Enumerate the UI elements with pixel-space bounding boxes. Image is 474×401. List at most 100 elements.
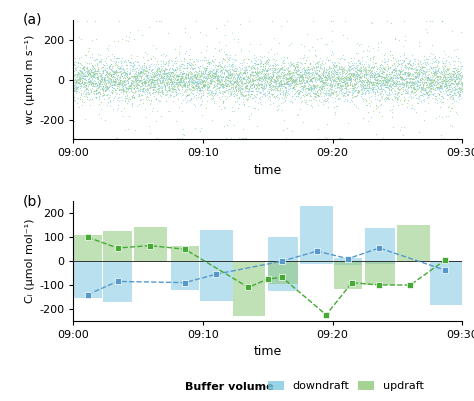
Point	[411, 80, 419, 86]
Point	[125, 85, 132, 91]
Point	[357, 69, 365, 75]
Point	[301, 74, 309, 80]
Point	[390, 80, 398, 87]
Point	[182, 28, 189, 35]
Point	[219, 91, 227, 97]
Point	[165, 85, 173, 91]
Point	[154, 75, 161, 81]
Point	[198, 101, 205, 107]
Point	[114, 63, 121, 69]
Point	[366, 57, 374, 63]
Point	[396, 66, 403, 73]
Point	[438, 83, 445, 89]
Point	[455, 73, 462, 79]
Point	[196, 28, 203, 35]
Point	[81, 79, 89, 86]
Point	[339, 79, 347, 85]
Point	[270, 79, 278, 86]
Point	[256, 81, 264, 87]
Point	[379, 69, 387, 75]
Point	[362, 72, 370, 78]
Point	[206, 59, 214, 65]
Point	[204, 85, 212, 91]
Point	[316, 74, 324, 80]
Point	[200, 78, 208, 84]
Point	[392, 74, 399, 80]
Point	[249, 95, 257, 101]
Point	[457, 76, 465, 82]
Point	[85, 90, 92, 97]
Point	[210, 95, 217, 101]
Point	[78, 67, 85, 74]
Point	[381, 52, 388, 58]
Point	[205, 61, 212, 67]
Point	[328, 28, 336, 34]
Point	[302, 85, 310, 91]
Point	[153, 71, 160, 78]
Point	[185, 75, 192, 82]
Point	[408, 82, 416, 88]
Point	[155, 71, 163, 77]
Point	[214, 73, 221, 80]
Point	[313, 70, 321, 76]
Point	[266, 73, 273, 79]
Point	[347, 78, 355, 84]
Point	[209, 85, 217, 91]
Point	[408, 89, 415, 95]
Point	[381, 80, 389, 87]
Point	[166, 65, 173, 71]
Point	[209, 73, 216, 79]
Point	[354, 89, 361, 96]
Point	[214, 73, 221, 79]
Point	[165, 87, 173, 94]
Point	[137, 65, 145, 71]
Point	[284, 78, 292, 85]
Point	[200, 65, 208, 71]
Point	[343, 34, 351, 41]
Point	[157, 113, 164, 119]
Point	[258, 59, 265, 65]
Point	[285, 80, 292, 86]
Point	[324, 80, 332, 86]
Point	[305, 81, 313, 88]
Point	[222, 73, 229, 79]
Point	[124, 94, 131, 101]
Point	[345, 92, 352, 99]
Point	[214, 72, 222, 78]
Point	[193, 81, 201, 87]
Point	[381, 58, 389, 65]
Point	[423, 77, 430, 84]
Point	[146, 85, 154, 91]
Point	[319, 77, 326, 83]
Point	[280, 73, 287, 80]
Point	[321, 77, 329, 83]
Point	[128, 52, 135, 58]
Point	[321, 85, 328, 91]
Point	[202, 65, 210, 71]
Point	[355, 78, 363, 85]
Point	[113, 77, 120, 84]
Point	[157, 82, 165, 89]
Point	[234, 36, 241, 43]
Point	[123, 78, 130, 84]
Point	[359, 64, 367, 70]
Point	[224, 72, 231, 78]
Point	[427, 88, 434, 95]
Point	[434, 76, 441, 83]
Point	[389, 102, 396, 109]
Point	[368, 67, 376, 73]
Point	[80, 73, 87, 79]
Point	[361, 90, 368, 97]
Point	[356, 66, 363, 73]
Point	[392, 77, 400, 83]
Point	[457, 65, 465, 71]
Point	[364, 81, 371, 87]
Point	[188, 79, 195, 85]
Point	[93, 71, 101, 78]
Point	[318, 84, 325, 91]
Point	[174, 86, 182, 92]
Point	[433, 84, 440, 90]
Point	[255, 82, 263, 88]
Point	[359, 48, 367, 54]
Point	[277, 83, 284, 89]
